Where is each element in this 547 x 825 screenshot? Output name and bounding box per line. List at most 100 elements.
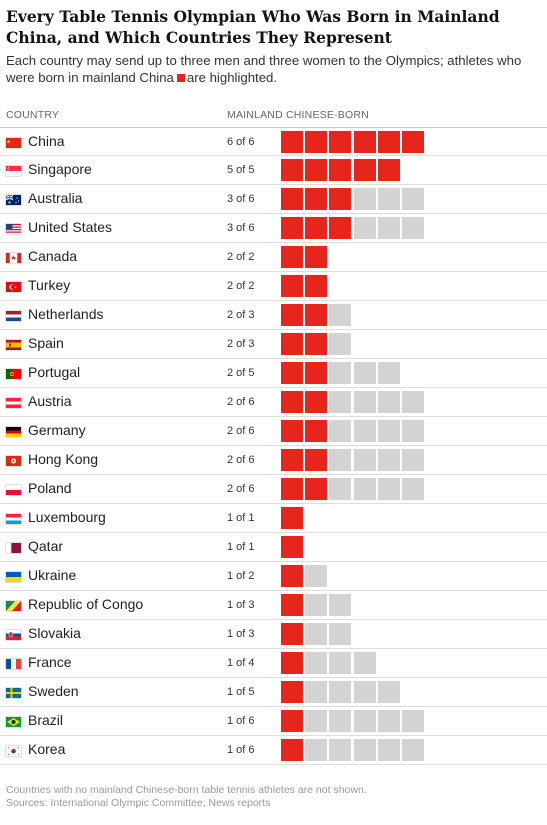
athlete-square-other — [402, 188, 424, 210]
netherlands-flag-icon — [6, 311, 21, 321]
country-name: Republic of Congo — [28, 596, 144, 612]
footnote-text: Countries with no mainland Chinese-born … — [6, 784, 367, 796]
china-flag-icon — [6, 138, 21, 148]
born-count-label: 2 of 2 — [227, 251, 255, 263]
athlete-square-mainland-born — [281, 420, 303, 442]
athlete-square-mainland-born — [281, 536, 303, 558]
athlete-square-other — [329, 420, 352, 442]
athlete-square-mainland-born — [305, 304, 328, 326]
athlete-square-other — [377, 362, 400, 384]
athlete-square-other — [377, 420, 400, 442]
athlete-square-other — [353, 391, 376, 413]
born-count-label: 1 of 5 — [227, 686, 255, 698]
country-name: Netherlands — [28, 306, 104, 322]
athlete-square-other — [353, 217, 376, 239]
athlete-square-mainland-born — [281, 681, 303, 703]
country-name: Canada — [28, 248, 78, 264]
born-count-label: 6 of 6 — [227, 136, 255, 148]
slovakia-flag-icon — [6, 630, 21, 640]
athlete-square-mainland-born — [329, 159, 352, 181]
table-row: Qatar 1 of 1 — [0, 533, 547, 562]
born-count-label: 1 of 3 — [227, 628, 255, 640]
country-name: United States — [28, 219, 113, 235]
subtitle-text-end: are highlighted. — [186, 69, 278, 85]
spain-flag-icon — [6, 340, 21, 350]
athlete-square-other — [329, 652, 352, 674]
athlete-square-mainland-born — [377, 131, 400, 153]
athlete-square-other — [305, 652, 328, 674]
athlete-square-mainland-born — [305, 159, 328, 181]
athlete-square-mainland-born — [305, 449, 328, 471]
country-name: Poland — [28, 480, 72, 496]
athlete-square-mainland-born — [281, 594, 303, 616]
athlete-square-mainland-born — [353, 159, 376, 181]
table-row: Spain 2 of 3 — [0, 330, 547, 359]
table-row: Australia 3 of 6 — [0, 185, 547, 214]
athlete-square-other — [353, 652, 376, 674]
subtitle-text: Each country may send up to three men an… — [6, 53, 522, 85]
athlete-square-mainland-born — [281, 217, 303, 239]
athlete-square-other — [305, 594, 328, 616]
athlete-square-other — [329, 710, 352, 732]
country-name: Turkey — [28, 277, 71, 293]
republic-of-congo-flag-icon — [6, 601, 21, 611]
table-row: Slovakia 1 of 3 — [0, 620, 547, 649]
table-row: Singapore 5 of 5 — [0, 156, 547, 185]
athlete-square-other — [329, 478, 352, 500]
athlete-square-mainland-born — [281, 159, 303, 181]
brazil-flag-icon — [6, 717, 21, 727]
athlete-square-other — [377, 681, 400, 703]
table-row: Germany 2 of 6 — [0, 417, 547, 446]
austria-flag-icon — [6, 398, 21, 408]
table-row: Korea 1 of 6 — [0, 736, 547, 765]
country-name: Brazil — [28, 712, 64, 728]
athlete-square-mainland-born — [281, 449, 303, 471]
athlete-square-other — [353, 449, 376, 471]
born-count-label: 1 of 3 — [227, 599, 255, 611]
athlete-square-mainland-born — [305, 275, 328, 297]
athlete-square-other — [353, 478, 376, 500]
athlete-square-other — [377, 449, 400, 471]
athlete-square-other — [329, 623, 352, 645]
country-name: China — [28, 133, 65, 149]
born-count-label: 2 of 2 — [227, 280, 255, 292]
born-count-label: 1 of 4 — [227, 657, 255, 669]
born-count-label: 2 of 3 — [227, 309, 255, 321]
united-states-flag-icon — [6, 224, 21, 234]
korea-flag-icon — [6, 746, 21, 756]
country-name: Slovakia — [28, 625, 81, 641]
country-name: Spain — [28, 335, 64, 351]
athlete-square-other — [305, 710, 328, 732]
athlete-square-other — [329, 333, 352, 355]
athlete-square-other — [402, 478, 424, 500]
table-row: France 1 of 4 — [0, 649, 547, 678]
athlete-square-other — [402, 391, 424, 413]
born-count-label: 5 of 5 — [227, 164, 255, 176]
ukraine-flag-icon — [6, 572, 21, 582]
country-name: Hong Kong — [28, 451, 99, 467]
table-row: Portugal 2 of 5 — [0, 359, 547, 388]
athlete-square-other — [329, 681, 352, 703]
athlete-square-other — [305, 739, 328, 761]
athlete-square-mainland-born — [329, 188, 352, 210]
athlete-square-mainland-born — [305, 131, 328, 153]
portugal-flag-icon — [6, 369, 21, 379]
athlete-square-other — [402, 217, 424, 239]
country-name: France — [28, 654, 72, 670]
table-row: Republic of Congo 1 of 3 — [0, 591, 547, 620]
athlete-square-other — [377, 188, 400, 210]
country-name: Austria — [28, 393, 72, 409]
australia-flag-icon — [6, 195, 21, 205]
country-name: Portugal — [28, 364, 81, 380]
athlete-square-mainland-born — [377, 159, 400, 181]
athlete-square-mainland-born — [281, 304, 303, 326]
athlete-square-mainland-born — [281, 391, 303, 413]
athlete-square-other — [305, 681, 328, 703]
athlete-square-other — [305, 623, 328, 645]
column-header-country: COUNTRY — [6, 109, 60, 121]
athlete-square-mainland-born — [281, 362, 303, 384]
athlete-square-mainland-born — [281, 188, 303, 210]
born-count-label: 3 of 6 — [227, 222, 255, 234]
country-name: Qatar — [28, 538, 64, 554]
athlete-square-mainland-born — [305, 420, 328, 442]
